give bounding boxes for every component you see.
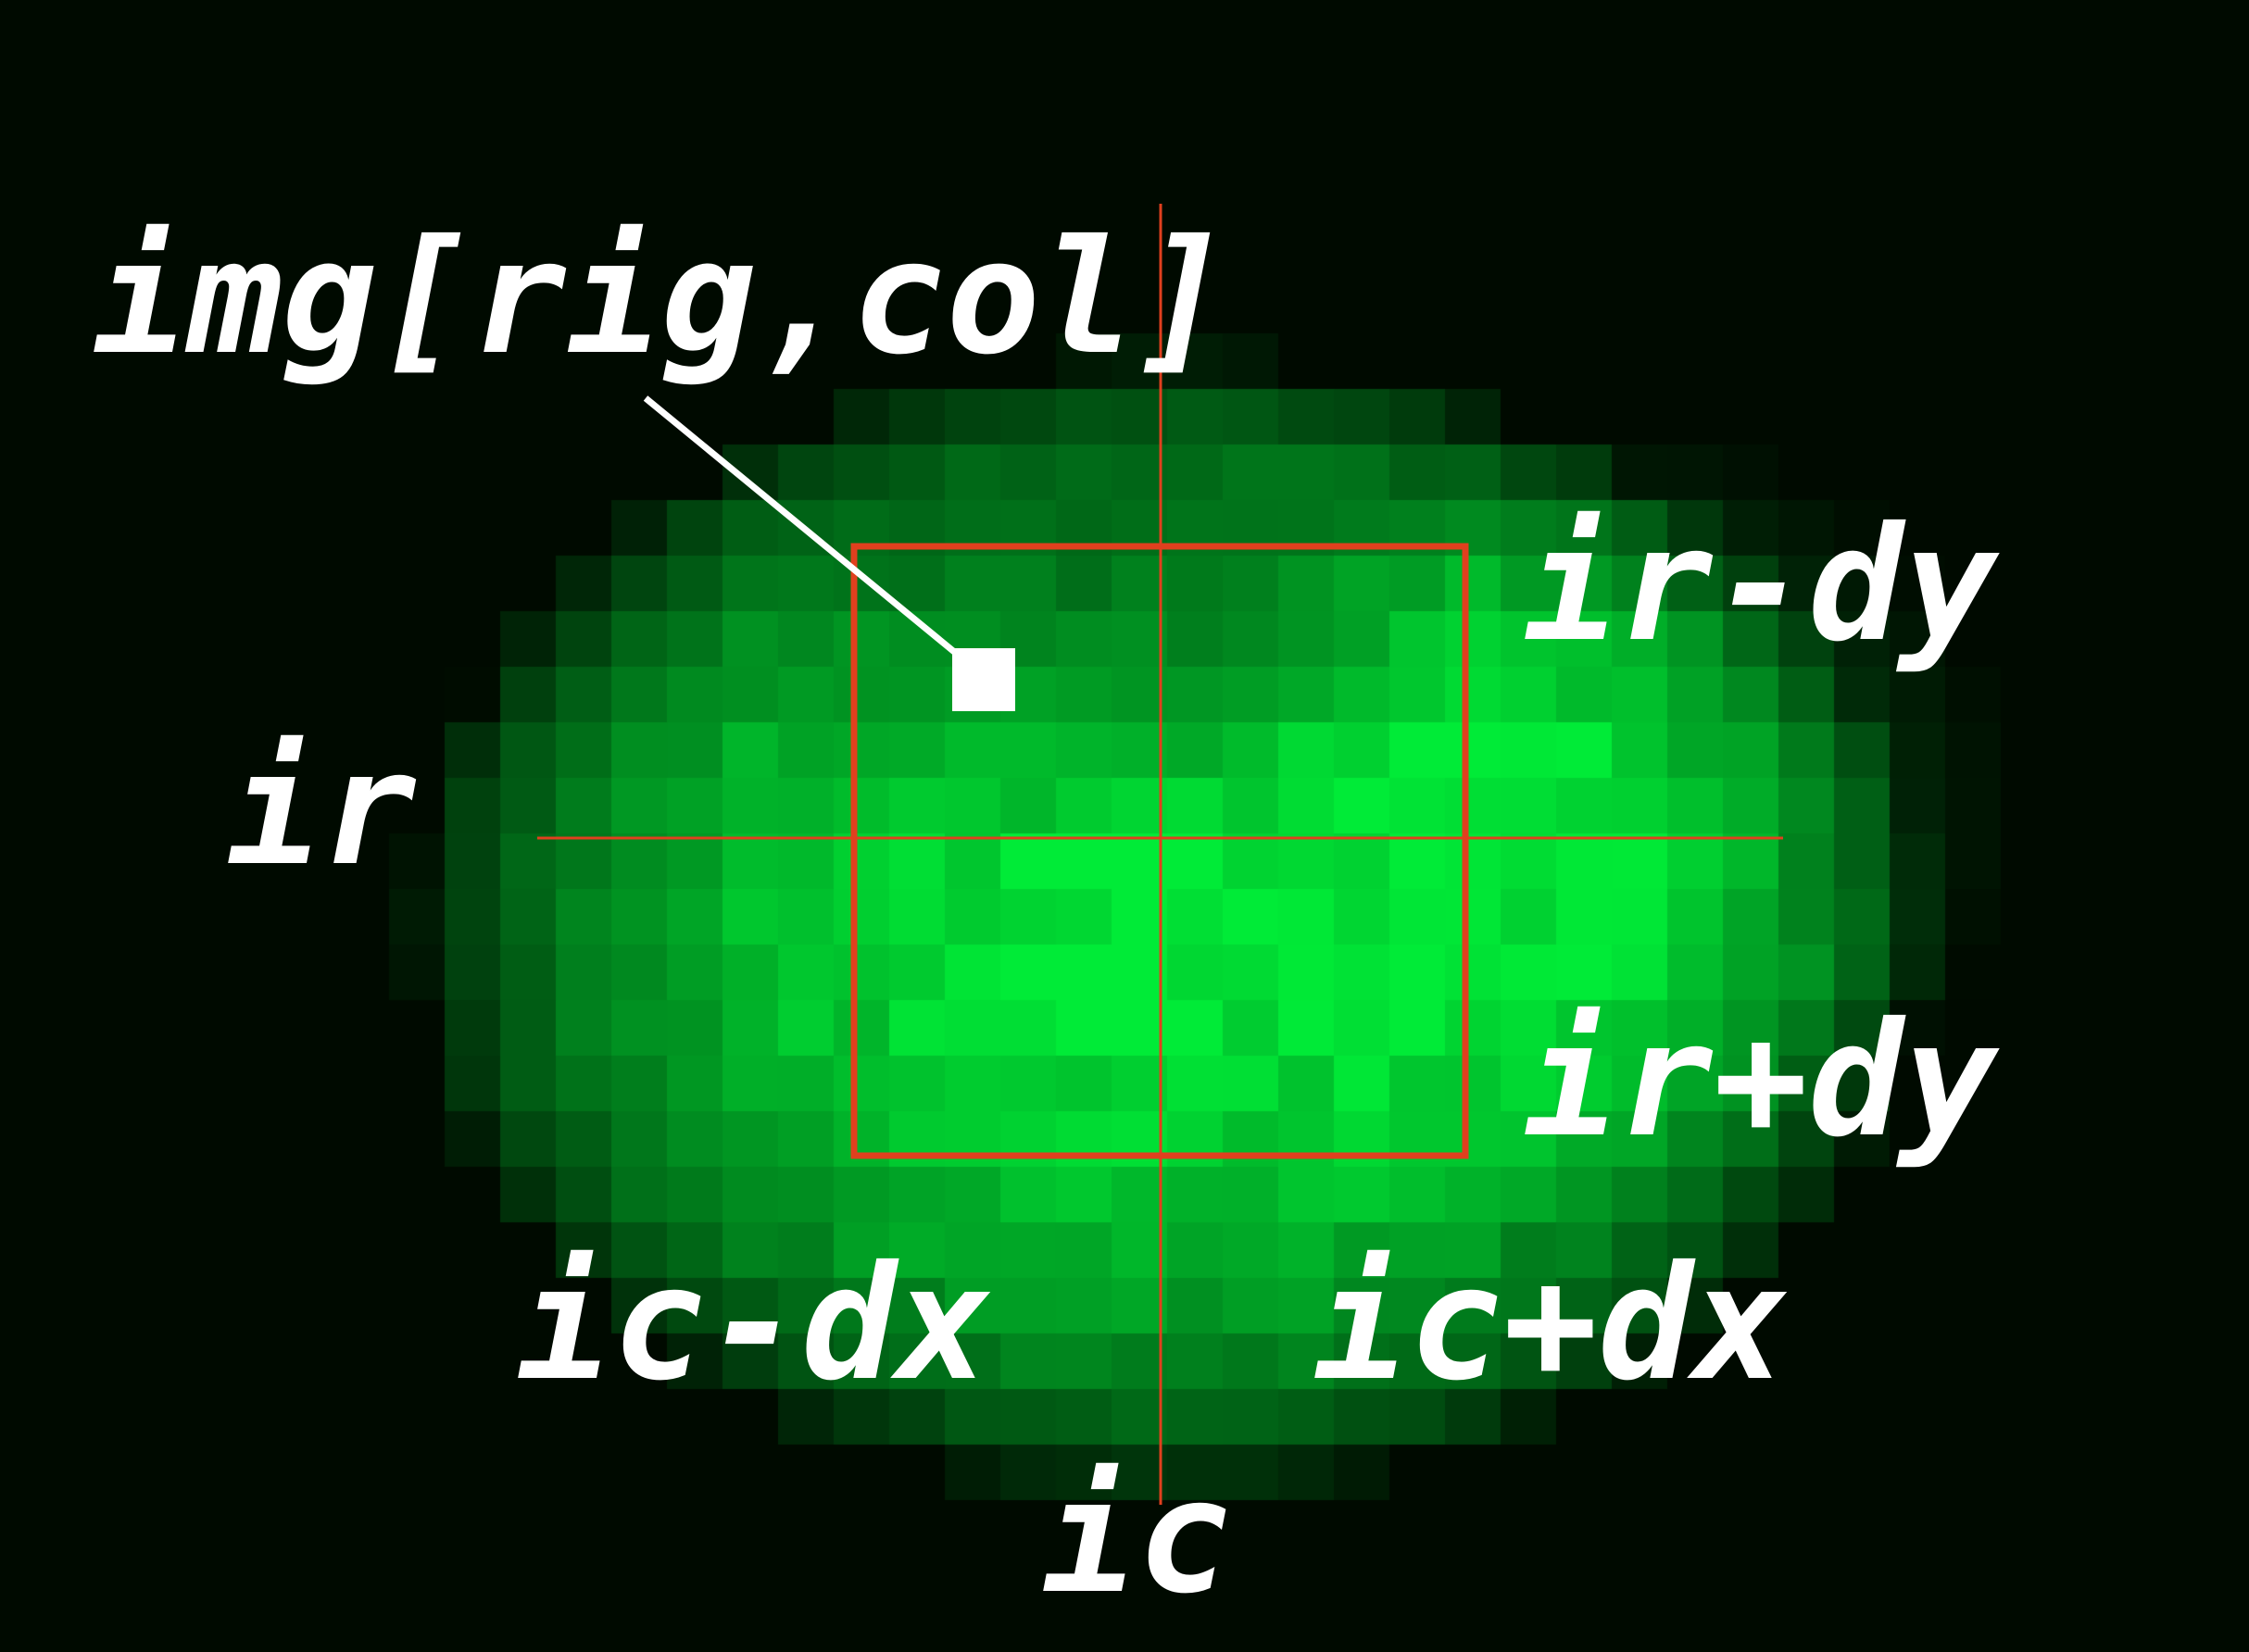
- window-box: [850, 543, 1469, 1159]
- row-minus-label: ir-dy: [1524, 494, 2000, 677]
- pointer-line: [643, 395, 966, 662]
- col-minus-label: ic-dx: [517, 1233, 991, 1416]
- col-label: ic: [1042, 1446, 1232, 1629]
- pixel-label: img[rig,col]: [93, 206, 1230, 390]
- highlighted-pixel: [952, 648, 1015, 711]
- col-plus-label: ic+dx: [1313, 1233, 1788, 1416]
- row-plus-label: ir+dy: [1524, 989, 2000, 1172]
- row-label: ir: [227, 718, 417, 901]
